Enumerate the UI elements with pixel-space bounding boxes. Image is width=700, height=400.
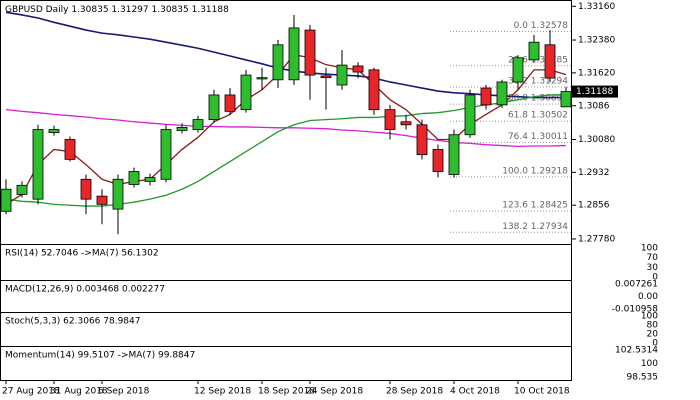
x-tick-label: 31 Aug 2018 bbox=[50, 387, 108, 397]
panel-tick-label: 102.5314 bbox=[615, 346, 658, 356]
candle-body bbox=[0, 188, 12, 212]
panel-tick-label: 0.007261 bbox=[615, 280, 658, 290]
fib-ratio: 0.0 bbox=[514, 21, 529, 31]
fib-price: 1.29218 bbox=[531, 166, 568, 176]
y-tick-label: 1.2856 bbox=[578, 201, 610, 211]
price-tag bbox=[572, 85, 618, 98]
ohlc-open: 1.30835 bbox=[71, 5, 108, 15]
moving-average bbox=[5, 11, 566, 99]
panel-tick-label: 20 bbox=[647, 330, 659, 340]
x-tick-label: 28 Sep 2018 bbox=[386, 387, 443, 397]
candle-body bbox=[272, 44, 284, 81]
candle-body bbox=[496, 81, 508, 106]
candle-body bbox=[352, 65, 364, 73]
fib-price: 1.30011 bbox=[531, 132, 568, 142]
y-tick-label: 1.2932 bbox=[578, 168, 610, 178]
y-tick-label: 1.33160 bbox=[578, 2, 615, 12]
x-tick-label: 27 Aug 2018 bbox=[2, 387, 60, 397]
panel-label: Stoch(5,3,3) 62.3066 78.9847 bbox=[5, 317, 140, 327]
candle-body bbox=[304, 29, 316, 76]
candle-body bbox=[544, 44, 556, 79]
ohlc-low: 1.30835 bbox=[152, 5, 189, 15]
panel-label: Momentum(14) 99.5107 ->MA(7) 99.8847 bbox=[5, 351, 195, 361]
x-tick-label: 4 Oct 2018 bbox=[450, 387, 500, 397]
candle-body bbox=[96, 195, 108, 205]
candle-body bbox=[16, 184, 28, 195]
fib-ratio: 61.8 bbox=[508, 111, 528, 121]
candle-body bbox=[384, 109, 396, 130]
candle-body bbox=[208, 94, 220, 120]
candle-body bbox=[48, 129, 60, 133]
candle-body bbox=[160, 129, 172, 180]
candle-body bbox=[112, 178, 124, 210]
y-tick-label: 1.3086 bbox=[578, 101, 610, 111]
panel-label: RSI(14) 52.7046 ->MA(7) 56.1302 bbox=[5, 249, 159, 259]
candle-body bbox=[320, 75, 332, 79]
fib-price: 1.30502 bbox=[531, 111, 568, 121]
candle-body bbox=[64, 139, 76, 160]
candle-body bbox=[240, 74, 252, 111]
fib-ratio: 50.0 bbox=[508, 94, 528, 104]
fib-ratio: 76.4 bbox=[508, 132, 528, 142]
panel-tick-label: 30 bbox=[647, 263, 659, 273]
x-tick-label: 24 Sep 2018 bbox=[306, 387, 363, 397]
candle-body bbox=[80, 178, 92, 200]
candle-body bbox=[192, 119, 204, 130]
candle-body bbox=[176, 126, 188, 131]
panel-tick-label: 70 bbox=[647, 253, 659, 263]
candle-body bbox=[400, 121, 412, 126]
x-tick-label: 18 Sep 2018 bbox=[258, 387, 315, 397]
candle-body bbox=[480, 87, 492, 106]
header: GBPUSD Daily 1.30835 1.31297 1.30835 1.3… bbox=[5, 5, 229, 15]
price-tag-label: 1.31188 bbox=[576, 87, 613, 97]
panel-tick-label: -0.010958 bbox=[612, 305, 658, 315]
panel-tick-label: 80 bbox=[647, 321, 659, 331]
panel-tick-label: 0.00 bbox=[638, 292, 658, 302]
fib-price: 1.30898 bbox=[531, 94, 568, 104]
candle-body bbox=[256, 77, 268, 80]
candle-body bbox=[32, 129, 44, 200]
fib-price: 1.32578 bbox=[531, 21, 568, 31]
y-tick-label: 1.27780 bbox=[578, 234, 615, 244]
candle-body bbox=[432, 149, 444, 172]
x-tick-label: 6 Sep 2018 bbox=[98, 387, 150, 397]
panel-tick-label: 100 bbox=[641, 312, 658, 322]
fib-ratio: 123.6 bbox=[502, 201, 528, 211]
candle-body bbox=[144, 177, 156, 182]
fib-price: 1.27934 bbox=[531, 222, 568, 232]
candle-body bbox=[224, 94, 236, 112]
fib-ratio: 100.0 bbox=[502, 166, 528, 176]
panel-label: MACD(12,26,9) 0.003468 0.002277 bbox=[5, 285, 165, 295]
fib-price: 1.28425 bbox=[531, 201, 568, 211]
ohlc-high: 1.31297 bbox=[111, 5, 148, 15]
plot-frame bbox=[0, 0, 572, 381]
candle-body bbox=[512, 57, 524, 83]
candle-body bbox=[128, 171, 140, 185]
x-tick-label: 12 Sep 2018 bbox=[194, 387, 251, 397]
y-tick-label: 1.31620 bbox=[578, 68, 615, 78]
candle-body bbox=[464, 94, 476, 136]
panel-tick-label: 100 bbox=[641, 359, 658, 369]
chart-title: GBPUSD Daily bbox=[5, 5, 69, 15]
ohlc-close: 1.31188 bbox=[192, 5, 229, 15]
fib-ratio: 138.2 bbox=[502, 222, 528, 232]
panel-tick-label: 100 bbox=[641, 244, 658, 254]
candle-body bbox=[416, 124, 428, 156]
y-tick-label: 1.30080 bbox=[578, 135, 615, 145]
candle-body bbox=[528, 41, 540, 61]
panel-tick-label: 0 bbox=[652, 339, 658, 349]
x-tick-label: 10 Oct 2018 bbox=[514, 387, 570, 397]
y-tick-label: 1.32380 bbox=[578, 36, 615, 46]
candle-body bbox=[560, 91, 572, 108]
candle-body bbox=[288, 27, 300, 81]
candle-body bbox=[336, 64, 348, 86]
panel-tick-label: 0 bbox=[652, 273, 658, 283]
candle-body bbox=[448, 134, 460, 175]
candle-body bbox=[368, 69, 380, 111]
panel-tick-label: 98.535 bbox=[627, 373, 659, 383]
